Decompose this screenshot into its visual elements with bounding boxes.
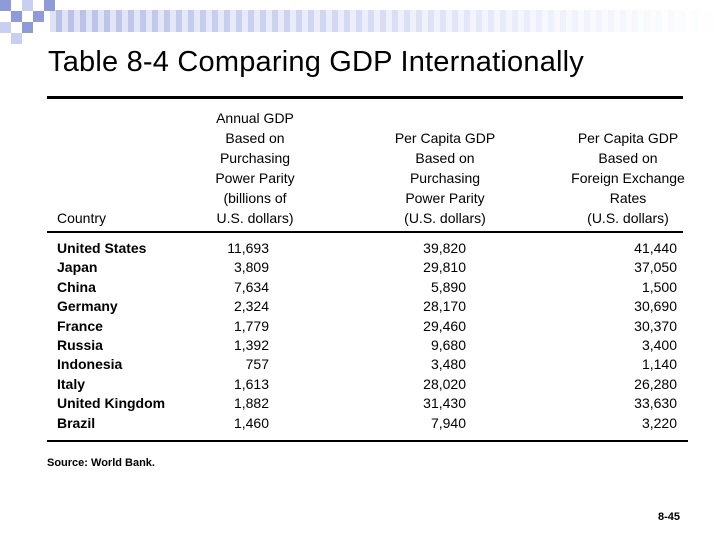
cell-gdp-ppp: 2,324 — [233, 298, 269, 315]
cell-gdp-ppp: 757 — [245, 356, 269, 373]
header-line: Based on — [415, 150, 475, 166]
table-bottom-rule — [47, 440, 688, 442]
header-line: (U.S. dollars) — [587, 210, 669, 226]
table-row: Germany 2,324 28,170 30,690 — [0, 298, 720, 317]
page-number: 8-45 — [657, 511, 680, 523]
header-line: Power Parity — [405, 190, 485, 206]
cell-gdp-ppp: 1,460 — [233, 414, 269, 431]
header-line: Power Parity — [215, 170, 295, 186]
cell-per-capita-fx: 33,630 — [634, 395, 677, 412]
table-row: Japan 3,809 29,810 37,050 — [0, 259, 720, 278]
header-line: Based on — [225, 130, 285, 146]
cell-per-capita-ppp: 28,170 — [423, 298, 466, 315]
header-line: Purchasing — [219, 150, 291, 166]
table-top-rule — [47, 96, 683, 99]
cell-per-capita-ppp: 5,890 — [430, 278, 466, 295]
cell-gdp-ppp: 1,392 — [233, 337, 269, 353]
cell-country: Germany — [57, 298, 118, 315]
cell-per-capita-fx: 1,140 — [641, 356, 677, 373]
header-line: Foreign Exchange — [571, 170, 685, 186]
cell-per-capita-fx: 30,690 — [634, 298, 677, 315]
cell-country: France — [57, 317, 103, 334]
table-row: Italy 1,613 28,020 26,280 — [0, 376, 720, 395]
source-note: Source: World Bank. — [47, 457, 155, 469]
cell-gdp-ppp: 1,613 — [233, 375, 269, 392]
cell-country: United States — [57, 240, 147, 256]
cell-per-capita-ppp: 29,460 — [423, 317, 466, 334]
cell-gdp-ppp: 1,882 — [233, 395, 269, 412]
header-line: Annual GDP — [216, 110, 294, 126]
cell-country: Italy — [57, 375, 86, 392]
slide-decoration — [0, 0, 720, 50]
cell-gdp-ppp: 1,779 — [233, 317, 269, 334]
table-row: United States 11,693 39,820 41,440 — [0, 240, 720, 259]
checker-pattern — [0, 0, 70, 50]
header-line: Per Capita GDP — [577, 130, 679, 146]
slide-title: Table 8-4 Comparing GDP Internationally — [48, 46, 584, 79]
table-row: United Kingdom 1,882 31,430 33,630 — [0, 395, 720, 414]
cell-per-capita-fx: 1,500 — [641, 278, 677, 295]
cell-country: United Kingdom — [57, 395, 166, 412]
header-line: Purchasing — [409, 170, 481, 186]
cell-country: Russia — [57, 337, 103, 353]
table-label: Table 8-4 — [48, 46, 170, 78]
cell-per-capita-ppp: 29,810 — [423, 259, 466, 276]
cell-country: Indonesia — [57, 356, 123, 373]
table-row: Brazil 1,460 7,940 3,220 — [0, 415, 720, 434]
header-line: (billions of — [223, 190, 287, 206]
header-line: Per Capita GDP — [394, 130, 496, 146]
header-line: Based on — [598, 150, 658, 166]
cell-per-capita-ppp: 9,680 — [430, 337, 466, 353]
cell-per-capita-ppp: 3,480 — [430, 356, 466, 373]
cell-country: Japan — [57, 259, 98, 276]
cell-gdp-ppp: 11,693 — [227, 240, 269, 256]
cell-per-capita-fx: 41,440 — [634, 240, 677, 256]
cell-per-capita-ppp: 31,430 — [423, 395, 466, 412]
cell-per-capita-ppp: 7,940 — [430, 414, 466, 431]
cell-per-capita-ppp: 28,020 — [423, 375, 466, 392]
cell-gdp-ppp: 3,809 — [233, 259, 269, 276]
table-row: Russia 1,392 9,680 3,400 — [0, 337, 720, 356]
header-line: U.S. dollars) — [216, 210, 294, 226]
header-band-pattern — [50, 10, 720, 32]
cell-country: China — [57, 278, 96, 295]
header-line: (U.S. dollars) — [404, 210, 486, 226]
cell-per-capita-fx: 30,370 — [634, 317, 677, 334]
header-annual-gdp-ppp: Annual GDP Based on Purchasing Power Par… — [196, 108, 314, 228]
header-per-capita-ppp: Per Capita GDP Based on Purchasing Power… — [380, 128, 510, 228]
table-row: Indonesia 757 3,480 1,140 — [0, 356, 720, 375]
cell-per-capita-fx: 3,220 — [641, 414, 677, 431]
cell-per-capita-fx: 37,050 — [634, 259, 677, 276]
header-line: Rates — [609, 190, 647, 206]
cell-country: Brazil — [57, 414, 96, 431]
cell-per-capita-fx: 26,280 — [634, 375, 677, 392]
table-row: France 1,779 29,460 30,370 — [0, 318, 720, 337]
table-row: China 7,634 5,890 1,500 — [0, 279, 720, 298]
cell-per-capita-fx: 3,400 — [641, 337, 677, 353]
table-header-rule — [47, 231, 683, 233]
header-country: Country — [57, 210, 107, 226]
header-per-capita-fx: Per Capita GDP Based on Foreign Exchange… — [560, 128, 696, 228]
title-text: Comparing GDP Internationally — [177, 46, 585, 78]
cell-gdp-ppp: 7,634 — [233, 278, 269, 295]
cell-per-capita-ppp: 39,820 — [423, 240, 466, 256]
